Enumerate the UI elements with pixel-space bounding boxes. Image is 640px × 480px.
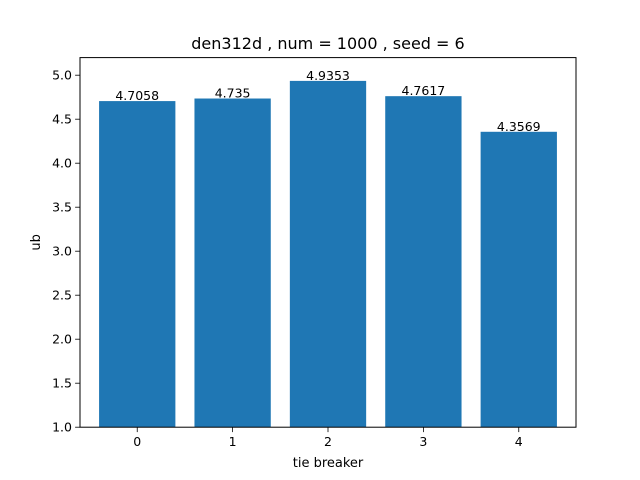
y-tick-label-3.0: 3.0: [52, 244, 72, 259]
data-labels-layer: 4.7058 4.735 4.9353 4.7617 4.3569: [115, 68, 540, 134]
x-tick-label-2: 2: [324, 434, 332, 449]
bar-2: [289, 80, 367, 428]
data-label-2: 4.9353: [306, 68, 350, 83]
y-tick-label-3.5: 3.5: [52, 200, 72, 215]
bar-0: [99, 101, 176, 428]
y-tick-label-4.0: 4.0: [52, 156, 72, 171]
bar-4: [480, 131, 557, 428]
y-axis: 1.0 1.5 2.0 2.5 3.0 3.5 4.0 4.5 5.0: [52, 68, 80, 435]
x-tick-label-4: 4: [515, 434, 523, 449]
y-tick-label-1.5: 1.5: [52, 376, 72, 391]
x-axis: 0 1 2 3 4: [133, 427, 523, 449]
x-axis-label: tie breaker: [293, 456, 364, 471]
data-label-0: 4.7058: [115, 88, 159, 103]
x-tick-label-0: 0: [133, 434, 141, 449]
y-axis-label: ub: [29, 234, 44, 251]
data-label-1: 4.735: [215, 86, 251, 101]
y-tick-label-2.5: 2.5: [52, 288, 72, 303]
y-tick-label-1.0: 1.0: [52, 420, 72, 435]
data-label-3: 4.7617: [402, 83, 446, 98]
chart-title: den312d , num = 1000 , seed = 6: [191, 34, 464, 53]
bar-3: [385, 96, 462, 428]
bars-layer: [99, 80, 557, 428]
data-label-4: 4.3569: [497, 119, 541, 134]
y-tick-label-4.5: 4.5: [52, 112, 72, 127]
bar-1: [194, 98, 271, 428]
y-tick-label-5.0: 5.0: [52, 68, 72, 83]
x-tick-label-1: 1: [229, 434, 237, 449]
x-tick-label-3: 3: [419, 434, 427, 449]
y-tick-label-2.0: 2.0: [52, 332, 72, 347]
